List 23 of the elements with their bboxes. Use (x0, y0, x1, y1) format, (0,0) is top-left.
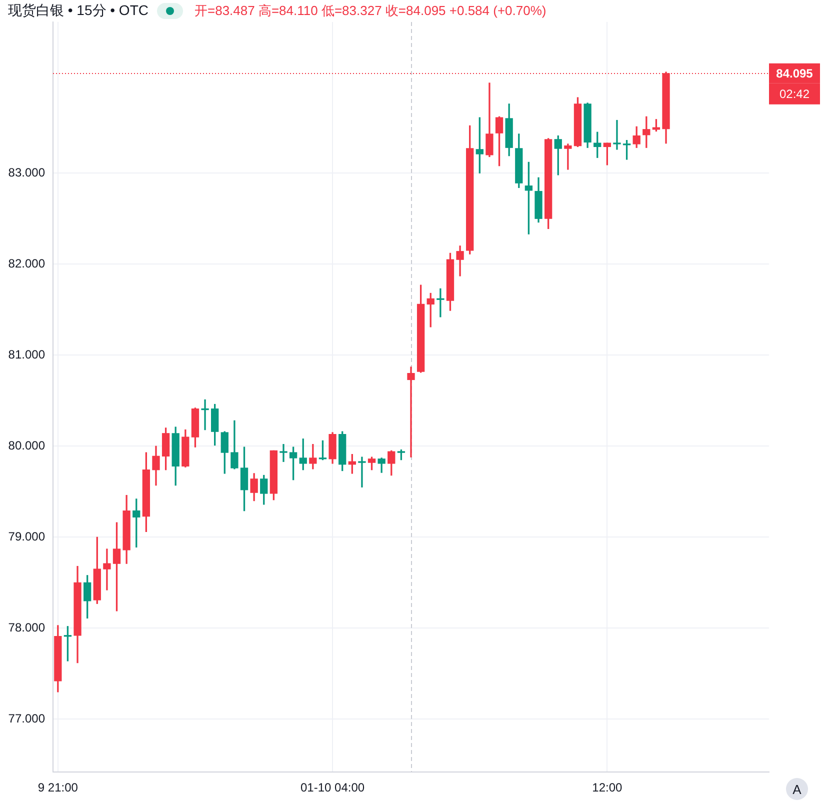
candlestick (358, 456, 366, 488)
candlestick (407, 366, 415, 458)
round-button: A (786, 778, 808, 800)
candlestick (436, 288, 444, 318)
candlestick (613, 120, 621, 150)
candlestick (564, 144, 572, 170)
y-tick-label: 78.000 (8, 620, 46, 634)
y-tick-label: 79.000 (8, 529, 46, 544)
x-tick-label: 12:00 (592, 780, 623, 795)
chart-title: 现货白银 • 15分 • OTC (8, 2, 148, 20)
text: 02:42 (779, 87, 810, 102)
y-tick-label: 77.000 (8, 712, 46, 726)
y-tick-label: 80.000 (8, 438, 46, 452)
y-tick-label: 83.000 (8, 165, 46, 180)
candlestick (280, 444, 288, 462)
y-tick-label: 81.000 (8, 347, 46, 362)
x-tick-label: 9 21:00 (38, 780, 78, 795)
chart-subtitle: 开=83.487 高=84.110 低=83.327 收=84.095 +0.584 (+0.70%) (194, 2, 546, 20)
ref-line-label: 84.095 (776, 66, 814, 81)
candlestick (201, 399, 209, 430)
y-tick-label: 82.000 (8, 256, 46, 270)
x-tick-label: 01-10 04:00 (300, 780, 365, 795)
candlestick (103, 548, 111, 590)
